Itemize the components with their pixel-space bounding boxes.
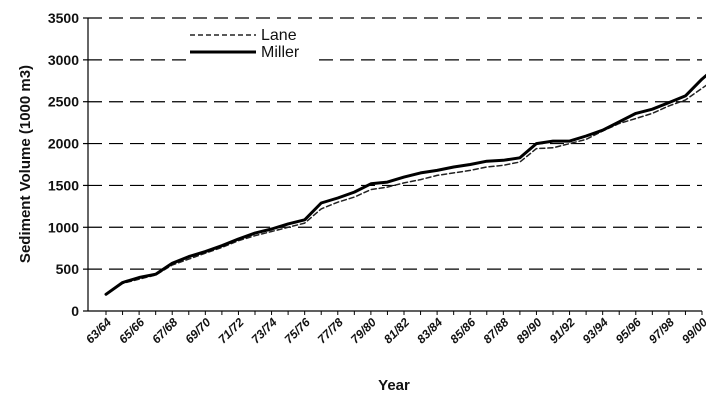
x-tick-label: 63/64 (83, 315, 114, 346)
x-tick-label: 77/78 (315, 315, 346, 346)
y-tick-label: 0 (71, 303, 79, 319)
x-tick-label: 79/80 (348, 315, 379, 346)
y-tick-label: 1000 (48, 219, 79, 235)
y-tick-label: 1500 (48, 177, 79, 193)
series-line-miller (104, 73, 706, 296)
x-tick-label: 83/84 (414, 315, 445, 346)
x-tick-label: 93/94 (580, 315, 611, 346)
axes (87, 18, 702, 312)
y-tick-label: 500 (56, 261, 80, 277)
legend-label-miller: Miller (261, 44, 300, 61)
x-axis-ticks: 63/64 65/66 67/68 69/70 71/72 73/74 75/76 77/78… (83, 311, 706, 346)
x-tick-label: 69/70 (182, 315, 213, 346)
series-lines (104, 73, 706, 296)
legend-label-lane: Lane (261, 27, 297, 44)
x-tick-label: 91/92 (547, 315, 578, 346)
x-tick-label: 97/98 (646, 315, 677, 346)
x-axis-title: Year (378, 377, 410, 394)
x-tick-label: 81/82 (381, 315, 412, 346)
y-tick-label: 2500 (48, 94, 79, 110)
x-tick-label: 87/88 (480, 315, 511, 346)
y-tick-label: 3000 (48, 52, 79, 68)
x-tick-label: 73/74 (249, 315, 280, 346)
x-tick-label: 65/66 (116, 315, 147, 346)
legend-background (186, 24, 316, 62)
y-axis-title: Sediment Volume (1000 m3) (17, 65, 34, 263)
x-tick-label: 71/72 (215, 315, 246, 346)
x-tick-label: 89/90 (513, 315, 544, 346)
y-tick-label: 2000 (48, 136, 79, 152)
x-tick-label: 67/68 (149, 315, 180, 346)
series-line-lane (105, 84, 706, 296)
grid-lines (88, 17, 702, 270)
x-tick-label: 95/96 (613, 315, 644, 346)
x-tick-label: 99/00 (679, 315, 706, 346)
y-tick-label: 3500 (48, 10, 79, 26)
x-tick-label: 75/76 (282, 315, 313, 346)
y-axis-ticks: 0 500 1000 1500 2000 2500 3000 3500 (48, 10, 88, 319)
x-tick-label: 85/86 (447, 315, 478, 346)
legend: Lane Miller (186, 24, 316, 62)
